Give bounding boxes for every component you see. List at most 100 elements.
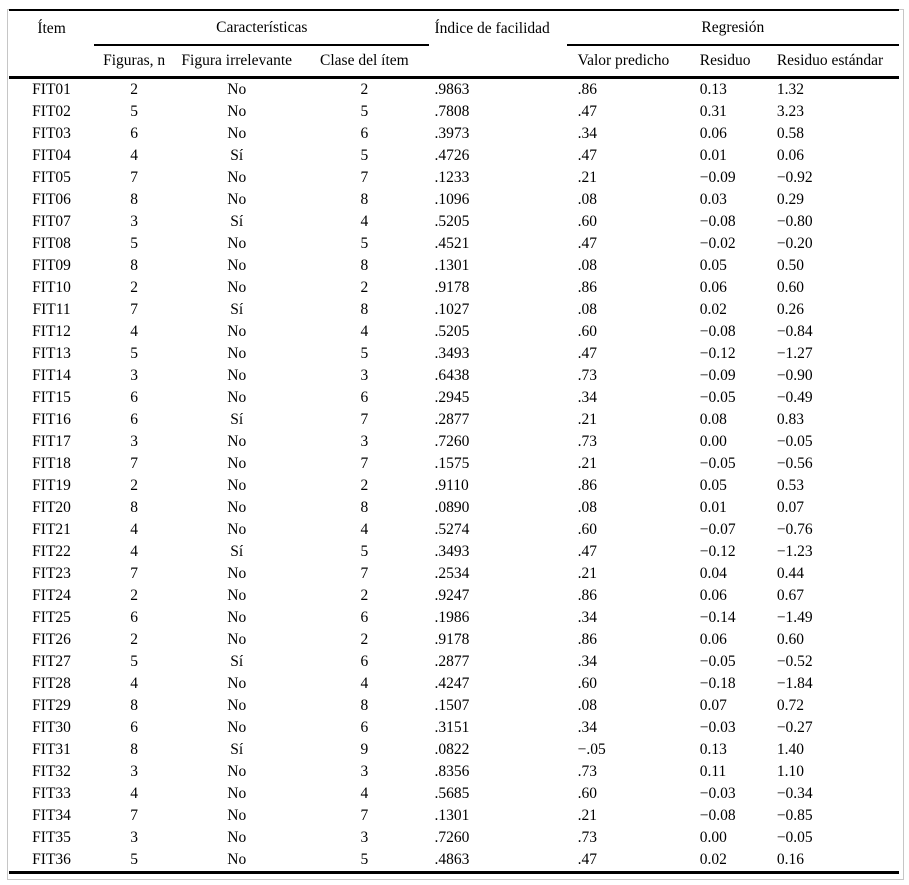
table-cell: .47 (577, 235, 597, 253)
table-row: FIT11 7 Sí 8 .1027 .08 0.02 0.26 (9, 299, 899, 321)
table-cell: 0.16 (776, 851, 804, 869)
table-cell: −0.09 (699, 169, 736, 187)
table-cell: Sí (230, 653, 244, 671)
table-row: FIT17 3 No 3 .7260 .73 0.00 −0.05 (9, 431, 899, 453)
table-cell: 4 (130, 521, 138, 539)
table-cell: −0.05 (776, 433, 813, 451)
table-cell: 3.23 (776, 103, 804, 121)
table-cell: 3 (130, 433, 138, 451)
table-cell: .5274 (434, 521, 470, 539)
table-row: FIT22 4 Sí 5 .3493 .47 −0.12 −1.23 (9, 541, 899, 563)
table-cell: .08 (577, 301, 597, 319)
item-id-cell: FIT08 (32, 235, 71, 253)
table-cell: 8 (360, 697, 369, 715)
table-cell: 5 (360, 235, 369, 253)
table-cell: .4247 (434, 675, 470, 693)
table-cell: 3 (130, 763, 138, 781)
table-cell: No (227, 279, 247, 297)
table-cell: .7260 (434, 829, 470, 847)
col-header-indice-facilidad: Índice de facilidad (429, 10, 567, 79)
table-cell: No (227, 81, 247, 99)
table-cell: 1.40 (776, 741, 804, 759)
col-header-residuo-estandar: Residuo estándar (774, 45, 899, 79)
table-cell: 2 (130, 81, 138, 99)
item-id-cell: FIT07 (32, 213, 71, 231)
table-cell: .34 (577, 653, 597, 671)
table-cell: 1.10 (776, 763, 804, 781)
table-cell: 4 (130, 675, 138, 693)
table-cell: 7 (130, 169, 138, 187)
table-cell: .47 (577, 543, 597, 561)
item-id-cell: FIT16 (32, 411, 71, 429)
table-cell: −0.85 (776, 807, 813, 825)
table-cell: .9247 (434, 587, 470, 605)
table-cell: −0.08 (699, 807, 736, 825)
table-cell: 2 (360, 477, 369, 495)
table-row: FIT14 3 No 3 .6438 .73 −0.09 −0.90 (9, 365, 899, 387)
item-id-cell: FIT11 (32, 301, 71, 319)
table-cell: −0.92 (776, 169, 813, 187)
item-id-cell: FIT10 (32, 279, 71, 297)
table-cell: 3 (360, 433, 369, 451)
table-cell: 0.58 (776, 125, 804, 143)
table-header: Ítem Características Índice de facilidad… (9, 10, 899, 79)
table-row: FIT08 5 No 5 .4521 .47 −0.02 −0.20 (9, 233, 899, 255)
table-cell: 6 (360, 653, 369, 671)
table-cell: No (227, 257, 247, 275)
table-row: FIT04 4 Sí 5 .4726 .47 0.01 0.06 (9, 145, 899, 167)
table-cell: 4 (130, 543, 138, 561)
table-cell: .47 (577, 147, 597, 165)
item-id-cell: FIT23 (32, 565, 71, 583)
item-id-cell: FIT29 (32, 697, 71, 715)
table-cell: −0.09 (699, 367, 736, 385)
table-cell: .08 (577, 191, 597, 209)
table-cell: .47 (577, 345, 597, 363)
table-cell: 5 (130, 235, 138, 253)
table-cell: 6 (360, 389, 369, 407)
table-cell: 3 (360, 829, 369, 847)
table-cell: 5 (130, 851, 138, 869)
table-cell: 6 (130, 719, 138, 737)
table-body: FIT01 2 No 2 .9863 .86 0.13 1.32 FIT02 5 No 5 .7808.… (9, 78, 899, 873)
table-row: FIT21 4 No 4 .5274 .60 −0.07 −0.76 (9, 519, 899, 541)
table-cell: 7 (360, 455, 369, 473)
table-cell: −0.49 (776, 389, 813, 407)
table-cell: 8 (360, 301, 369, 319)
table-cell: −0.05 (699, 455, 736, 473)
table-cell: 0.07 (776, 499, 804, 517)
table-cell: .1233 (434, 169, 470, 187)
table-row: FIT26 2 No 2 .9178 .86 0.06 0.60 (9, 629, 899, 651)
table-cell: .86 (577, 81, 597, 99)
table-cell: 3 (130, 829, 138, 847)
item-id-cell: FIT02 (32, 103, 71, 121)
table-row: FIT24 2 No 2 .9247 .86 0.06 0.67 (9, 585, 899, 607)
table-cell: .60 (577, 675, 597, 693)
table-cell: Sí (230, 741, 244, 759)
table-cell: No (227, 323, 247, 341)
col-group-header-regresion: Regresión (566, 10, 899, 46)
table-cell: .21 (577, 455, 597, 473)
item-id-cell: FIT14 (32, 367, 71, 385)
table-cell: 2 (130, 631, 138, 649)
item-analysis-table: Ítem Características Índice de facilidad… (9, 9, 899, 874)
table-row: FIT06 8 No 8 .1096 .08 0.03 0.29 (9, 189, 899, 211)
table-cell: .4863 (434, 851, 470, 869)
col-header-valor-predicho: Valor predicho (566, 45, 695, 79)
table-cell: 5 (360, 851, 369, 869)
table-cell: −0.08 (699, 323, 736, 341)
col-header-residuo: Residuo (694, 45, 775, 79)
table-cell: 8 (130, 697, 138, 715)
table-cell: 0.00 (699, 829, 727, 847)
table-cell: 8 (130, 499, 138, 517)
table-cell: 8 (360, 499, 369, 517)
table-row: FIT01 2 No 2 .9863 .86 0.13 1.32 (9, 78, 899, 102)
col-group-header-caracteristicas: Características (94, 10, 430, 46)
table-cell: .08 (577, 697, 597, 715)
table-cell: No (227, 367, 247, 385)
item-id-cell: FIT35 (32, 829, 71, 847)
table-cell: No (227, 345, 247, 363)
table-cell: .86 (577, 279, 597, 297)
table-cell: 6 (130, 125, 138, 143)
col-header-item: Ítem (9, 10, 95, 79)
item-id-cell: FIT30 (32, 719, 71, 737)
